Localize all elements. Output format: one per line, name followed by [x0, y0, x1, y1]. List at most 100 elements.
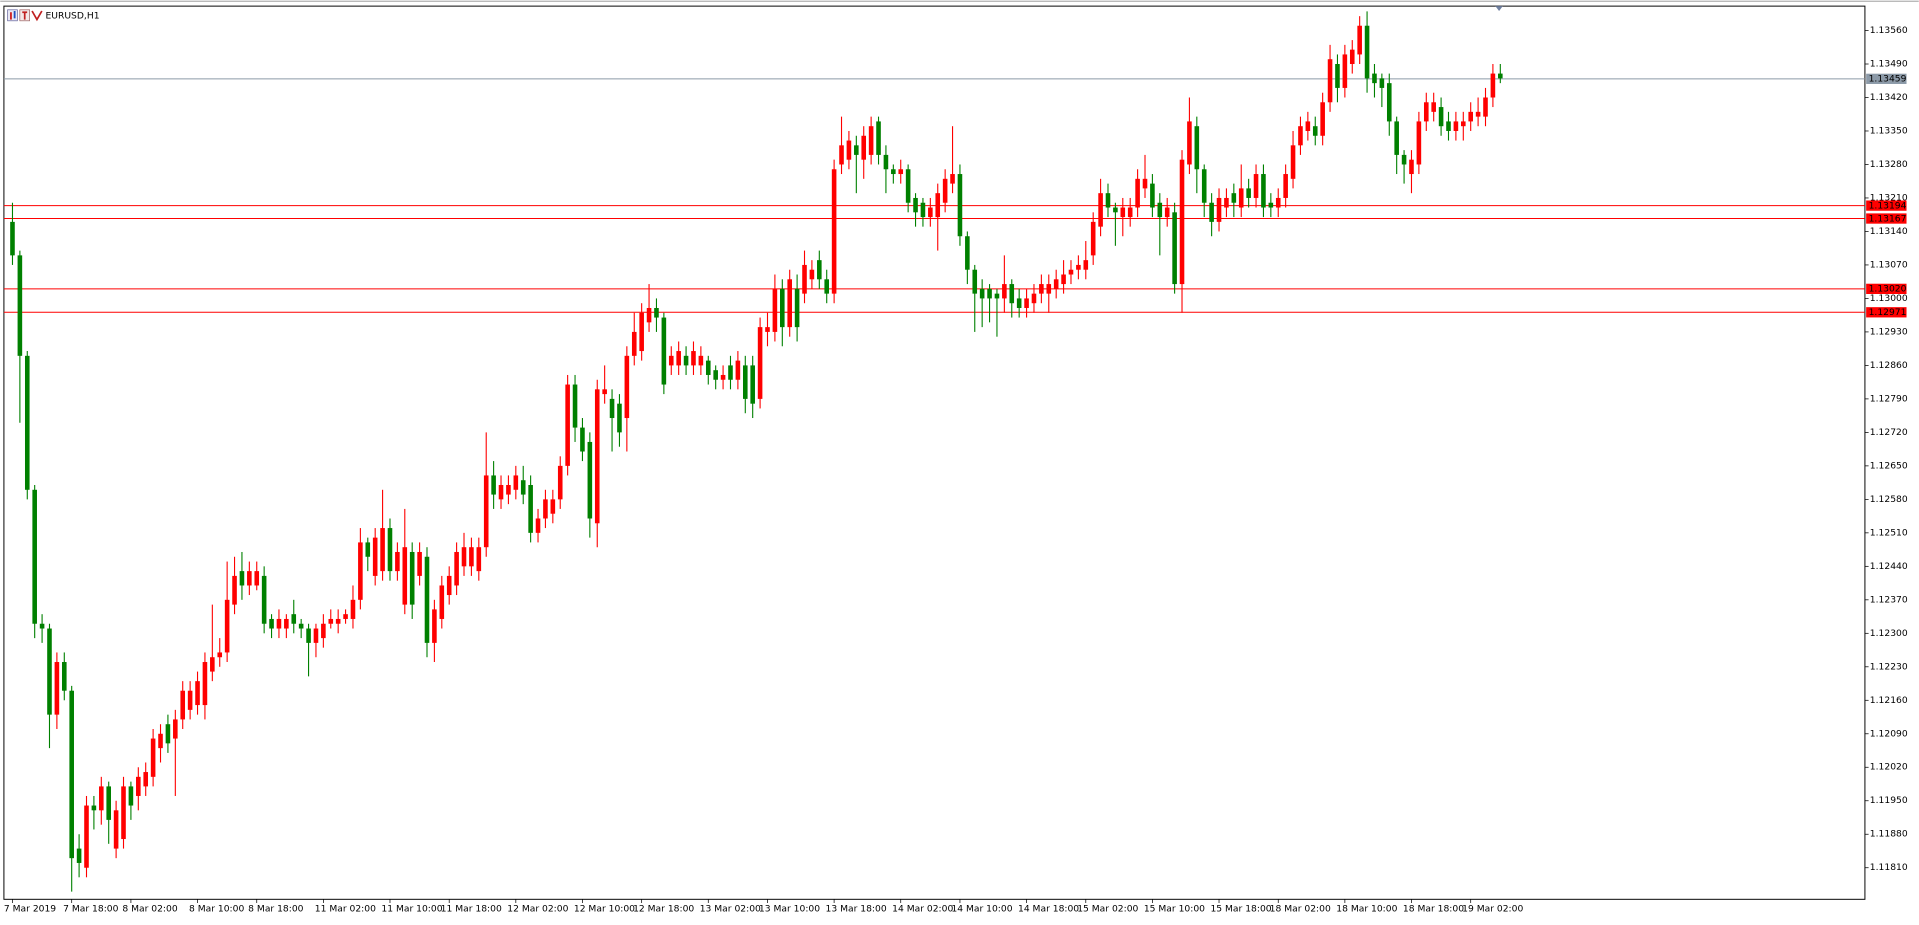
- price-tag-label: 1.13020: [1869, 284, 1907, 295]
- candle-body: [1438, 107, 1444, 127]
- x-tick-label: 13 Mar 02:00: [700, 904, 761, 915]
- candle-body: [1416, 121, 1422, 165]
- candle-body: [335, 618, 341, 624]
- candle-body: [1349, 49, 1355, 65]
- x-tick-label: 11 Mar 18:00: [441, 904, 502, 915]
- candle-body: [1409, 159, 1414, 175]
- candle-body: [1401, 154, 1407, 165]
- price-tag-label: 1.12971: [1869, 307, 1907, 318]
- candle-body: [565, 384, 570, 466]
- chart-title: EURUSD,H1: [46, 10, 100, 21]
- candle-body: [1253, 174, 1259, 198]
- candle-body: [831, 169, 837, 294]
- candle-body: [1150, 183, 1155, 208]
- candle-body: [1312, 126, 1318, 136]
- y-tick-label: 1.12510: [1870, 527, 1908, 538]
- candle-body: [210, 657, 215, 672]
- candle-body: [1246, 188, 1251, 198]
- candle-body: [1238, 188, 1244, 208]
- candle-body: [358, 542, 363, 600]
- y-tick-label: 1.13000: [1870, 293, 1908, 304]
- candle-body: [698, 355, 704, 366]
- candle-body: [298, 623, 304, 629]
- x-tick-label: 18 Mar 02:00: [1270, 904, 1331, 915]
- candle-body: [284, 618, 289, 629]
- candle-body: [683, 355, 689, 366]
- candle-body: [1016, 298, 1022, 308]
- candle-body: [1298, 126, 1303, 146]
- candle-body: [913, 197, 918, 213]
- candle-body: [469, 547, 474, 567]
- candle-body: [313, 628, 319, 643]
- candle-body: [1320, 102, 1325, 136]
- candle-body: [1113, 207, 1118, 213]
- candle-body: [1002, 284, 1007, 299]
- candle-body: [557, 465, 563, 500]
- price-tag: [1866, 307, 1907, 318]
- candle-body: [269, 618, 274, 629]
- x-tick-label: 11 Mar 10:00: [381, 904, 442, 915]
- candle-body: [498, 485, 504, 500]
- candle-body: [1187, 121, 1192, 165]
- candle-body: [957, 174, 963, 237]
- x-tick-label: 14 Mar 10:00: [951, 904, 1012, 915]
- plot-frame: [3, 5, 1866, 900]
- candle-body: [84, 805, 89, 868]
- price-tag: [1866, 283, 1907, 294]
- candle-body: [439, 585, 445, 619]
- candle-body: [1386, 83, 1392, 122]
- y-tick-label: 1.13140: [1870, 226, 1908, 237]
- candle-body: [802, 264, 807, 294]
- candle-body: [1275, 197, 1281, 208]
- candle-body: [1127, 207, 1133, 218]
- candle-body: [928, 207, 933, 218]
- y-tick-label: 1.12580: [1870, 494, 1908, 505]
- x-tick-label: 15 Mar 10:00: [1144, 904, 1205, 915]
- candle-body: [113, 810, 119, 849]
- price-tag-label: 1.13194: [1869, 200, 1907, 211]
- candle-body: [1364, 25, 1370, 79]
- candle-body: [661, 317, 667, 385]
- candle-body: [476, 547, 482, 572]
- x-tick-label: 13 Mar 18:00: [826, 904, 887, 915]
- y-tick-label: 1.12300: [1870, 628, 1908, 639]
- candle-body: [1201, 169, 1207, 203]
- candle-body: [639, 312, 644, 352]
- y-tick-label: 1.13350: [1870, 125, 1908, 136]
- candle-body: [32, 489, 37, 624]
- candle-body: [1394, 121, 1399, 155]
- candle-body: [646, 307, 652, 323]
- y-tick-label: 1.12720: [1870, 427, 1908, 438]
- candle-body: [594, 389, 600, 524]
- x-tick-label: 7 Mar 2019: [4, 904, 56, 915]
- candle-body: [728, 365, 733, 380]
- candle-body: [395, 551, 400, 572]
- candle-body: [809, 269, 815, 280]
- candle-body: [580, 427, 585, 452]
- y-tick-label: 1.13420: [1870, 92, 1908, 103]
- candle-body: [520, 480, 526, 495]
- candle-body: [350, 599, 356, 619]
- candle-body: [99, 786, 104, 811]
- candle-body: [1224, 197, 1229, 208]
- candle-body: [1031, 293, 1037, 304]
- candle-body: [1327, 59, 1333, 103]
- candle-body: [1209, 202, 1214, 222]
- candle-body: [343, 614, 348, 619]
- candle-body: [891, 169, 896, 175]
- candle-body: [720, 374, 726, 380]
- candle-body: [535, 518, 541, 533]
- candle-body: [61, 662, 67, 691]
- candle-body: [1179, 159, 1185, 285]
- candle-body: [91, 805, 97, 811]
- y-tick-label: 1.11880: [1870, 829, 1908, 840]
- price-tag: [1866, 73, 1907, 84]
- candle-body: [321, 623, 326, 639]
- candle-body: [994, 293, 1000, 299]
- candle-body: [365, 542, 371, 557]
- candle-body: [150, 738, 156, 777]
- candle-body: [1357, 25, 1362, 55]
- candle-body: [965, 236, 970, 270]
- candle-body: [1098, 193, 1103, 227]
